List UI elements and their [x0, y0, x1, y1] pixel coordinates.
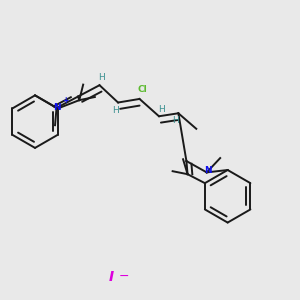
Text: Cl: Cl [137, 85, 147, 94]
Text: I: I [109, 270, 114, 284]
Text: H: H [112, 106, 118, 115]
Text: H: H [158, 105, 165, 114]
Text: N: N [53, 103, 60, 112]
Text: H: H [172, 116, 179, 125]
Text: +: + [62, 96, 68, 105]
Text: H: H [98, 73, 105, 82]
Text: −: − [118, 269, 129, 283]
Text: N: N [204, 166, 212, 175]
